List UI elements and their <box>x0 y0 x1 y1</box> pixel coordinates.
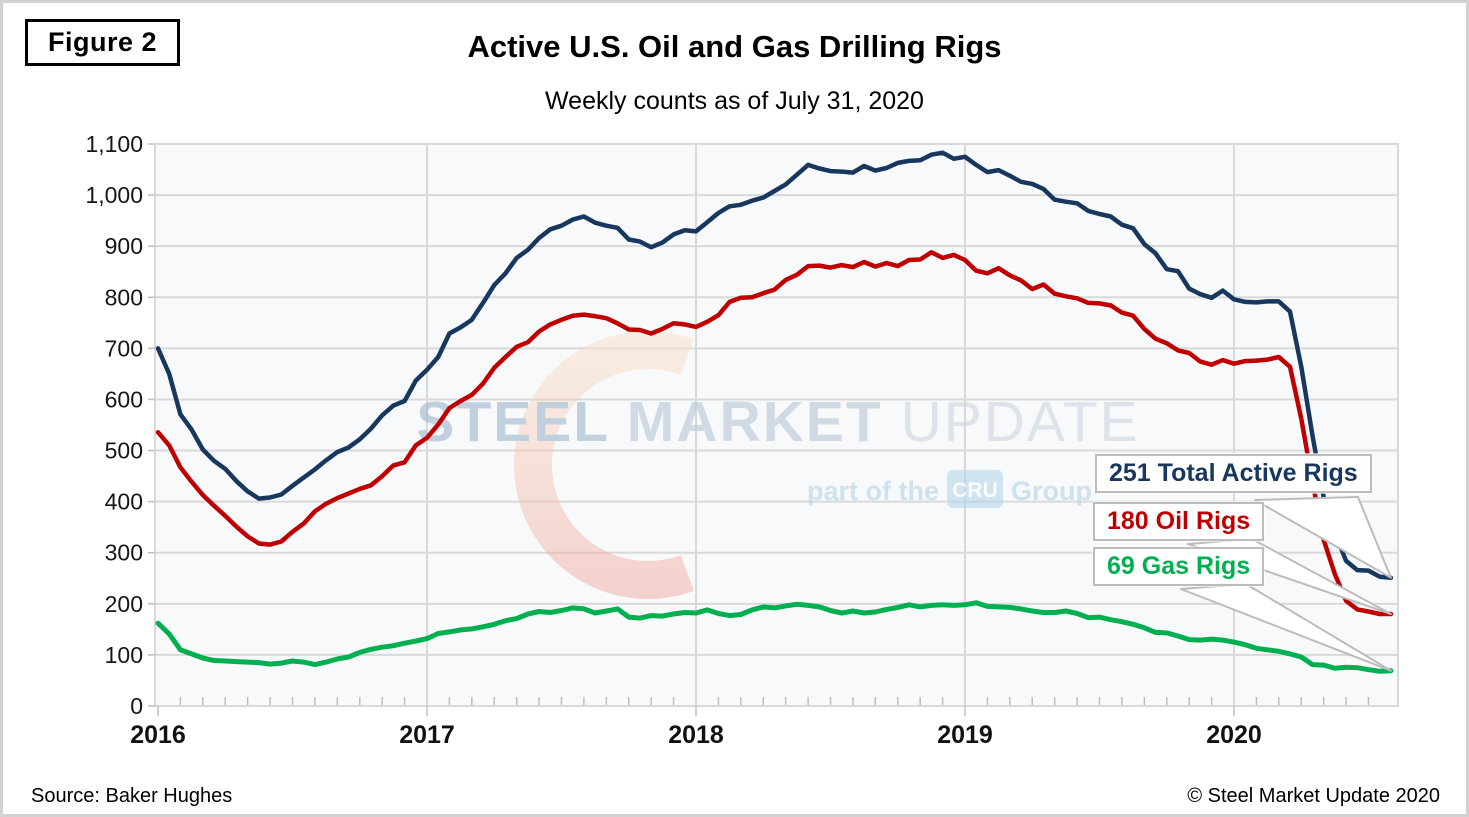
watermark: STEEL MARKET UPDATE part of the CRU Group <box>416 331 1139 599</box>
plot-border <box>154 143 1399 707</box>
x-axis-label: 2017 <box>399 721 455 749</box>
watermark-tagline-suffix: Group <box>1011 476 1092 506</box>
y-axis-label: 900 <box>105 233 143 259</box>
callout-total-rigs: 251 Total Active Rigs <box>1095 454 1372 493</box>
oil-rigs-line <box>155 250 1394 617</box>
y-axis-label: 600 <box>105 386 143 412</box>
y-axis-label: 300 <box>105 540 143 566</box>
x-axis-label: 2019 <box>937 721 993 749</box>
y-axis-label: 500 <box>105 438 143 464</box>
y-axis-label: 1,000 <box>85 182 143 208</box>
callout-wedge <box>1254 496 1392 579</box>
watermark-text: STEEL MARKET UPDATE <box>416 390 1139 454</box>
y-axis-label: 100 <box>105 642 143 668</box>
copyright-note: © Steel Market Update 2020 <box>1187 785 1440 807</box>
gas-rigs-line <box>155 600 1394 674</box>
x-axis-label: 2016 <box>130 721 186 749</box>
page-subtitle: Weekly counts as of July 31, 2020 <box>545 87 924 115</box>
x-axis-label: 2020 <box>1206 721 1262 749</box>
plot-area <box>155 144 1398 706</box>
y-axis-label: 700 <box>105 335 143 361</box>
watermark-tagline-prefix: part of the <box>807 476 939 506</box>
figure-label: Figure 2 <box>25 19 181 66</box>
watermark-cru-box <box>947 470 1003 508</box>
y-axis-label: 200 <box>105 591 143 617</box>
y-axis-label: 1,100 <box>85 131 143 157</box>
callout-wedge <box>1180 583 1392 672</box>
page-title: Active U.S. Oil and Gas Drilling Rigs <box>467 29 1002 64</box>
total-rigs-line <box>155 150 1394 581</box>
watermark-cru-text: CRU <box>952 479 998 502</box>
chart-plot-svg: STEEL MARKET UPDATE part of the CRU Group 0 1… <box>85 131 1399 749</box>
y-axis-label: 800 <box>105 284 143 310</box>
source-note: Source: Baker Hughes <box>31 785 233 807</box>
y-axis-label: 400 <box>105 489 143 515</box>
callout-oil-rigs: 180 Oil Rigs <box>1093 502 1265 541</box>
y-axis-label: 0 <box>130 693 143 719</box>
callout-gas-rigs: 69 Gas Rigs <box>1093 547 1265 586</box>
x-axis-label: 2018 <box>668 721 724 749</box>
watermark-crescent-logo <box>514 331 694 599</box>
